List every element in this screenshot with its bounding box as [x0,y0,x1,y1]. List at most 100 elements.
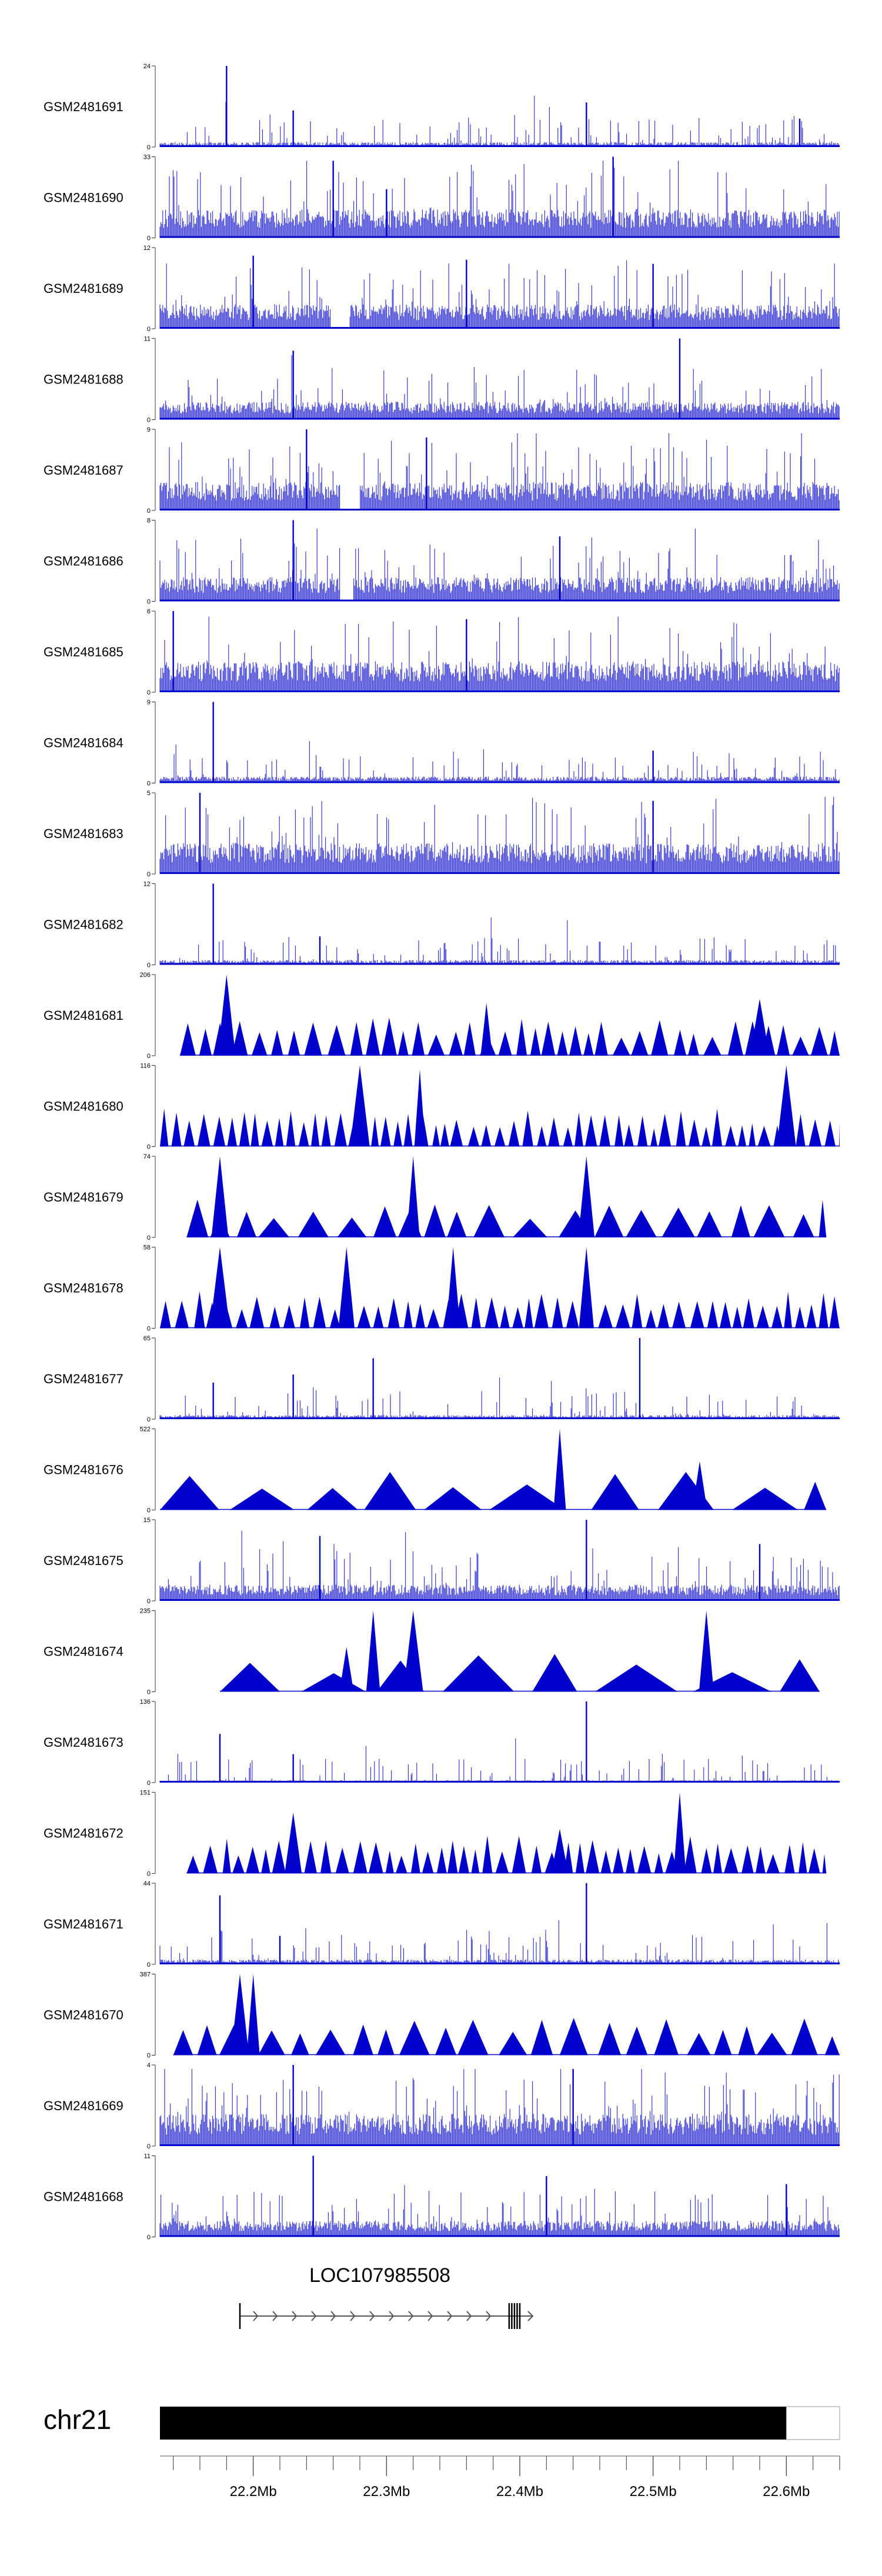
peak-24 [450,1120,463,1147]
peak-26 [534,1294,549,1329]
peak-13 [412,1022,425,1056]
strand-arrow [408,2311,414,2321]
signal-spike-0 [210,1247,230,1329]
peak-0 [173,2030,193,2056]
peak-26 [612,1037,630,1056]
y-max-label: 116 [140,1063,151,1070]
peak-0 [180,1023,196,1056]
peak-8 [283,1304,295,1329]
peak-16 [697,1211,722,1237]
peak-6 [239,1112,250,1147]
peak-35 [683,1836,697,1874]
peak-13 [357,1306,371,1329]
peak-47 [829,1296,840,1329]
y-min-label: 0 [147,689,151,696]
peak-10 [457,2020,489,2056]
peak-3 [442,1655,514,1692]
peak-38 [829,1030,840,1056]
track-label: GSM2481671 [44,1917,123,1931]
chromosome-ideogram-tail [786,2406,840,2440]
peak-25 [467,1126,480,1147]
peak-2 [307,1488,358,1510]
peak-3 [364,1471,416,1510]
y-max-label: 15 [143,1517,151,1524]
track-GSM2481685: GSM2481685 6 0 [44,608,840,696]
peak-10 [286,1111,296,1147]
peak-4 [532,1654,577,1692]
peak-11 [513,1219,547,1237]
y-min-label: 0 [147,2143,151,2150]
peak-6 [591,1474,639,1510]
signal-spike-1 [338,1247,355,1329]
coverage-bars [159,917,840,965]
peak-1 [175,1300,189,1329]
peak-20 [471,1849,480,1874]
peak-0 [160,1300,171,1329]
coverage-bars [159,2185,840,2237]
peak-31 [703,1037,721,1056]
peak-10 [313,1296,326,1329]
peak-41 [676,1111,686,1147]
peak-7 [304,1022,322,1056]
y-max-label: 5 [147,790,151,797]
strand-arrow [447,2311,453,2321]
peak-9 [804,1481,827,1510]
y-min-label: 0 [147,962,151,969]
track-GSM2481669: GSM2481669 4 0 [44,2062,840,2150]
signal-spike-0 [366,1610,380,1692]
y-min-label: 0 [147,144,151,151]
peak-5 [271,1030,283,1056]
y-max-label: 11 [144,336,151,343]
signal-spike-1 [777,1065,796,1147]
coverage-bars [159,796,840,874]
signal-spike-2 [551,1828,569,1874]
track-GSM2481670: GSM2481670 387 0 [44,1971,840,2060]
peak-9 [435,2027,457,2056]
peak-2 [194,1291,205,1329]
peak-28 [566,1300,579,1329]
peak-20 [403,1114,413,1147]
peak-0 [186,1856,200,1874]
y-max-label: 74 [143,1153,151,1160]
peak-37 [624,1125,634,1147]
peak-27 [575,1843,584,1874]
peak-40 [743,1298,754,1329]
track-label: GSM2481675 [44,1553,123,1568]
peak-18 [753,1205,785,1237]
peak-13 [559,2018,588,2056]
peak-9 [320,1840,332,1874]
peak-16 [422,1851,434,1874]
peak-37 [707,1301,719,1329]
chromosome-axis: chr21 22.2Mb 22.3Mb 22.4Mb 22.5Mb 22.6Mb [44,2404,840,2500]
peak-32 [637,1846,652,1874]
track-GSM2481672: GSM2481672 151 0 [44,1790,827,1878]
strand-arrow [427,2311,433,2321]
peak-30 [537,1126,547,1147]
peak-22 [485,1297,499,1329]
peak-21 [482,1836,493,1874]
peak-34 [585,1115,597,1147]
peak-7 [269,1306,280,1329]
track-GSM2481677: GSM2481677 65 0 [44,1335,840,1423]
y-max-label: 6 [147,608,151,615]
peak-3 [258,2030,285,2056]
peak-7 [250,1113,259,1147]
signal-spike-3 [579,1247,594,1329]
peak-53 [824,1120,836,1147]
peak-33 [574,1112,583,1147]
peak-6 [373,1206,397,1237]
peak-36 [690,1301,704,1329]
peak-3 [197,1114,211,1147]
signal-spike-0 [211,1156,229,1237]
coverage-bars [159,1920,840,1964]
y-max-label: 9 [147,426,151,433]
track-label: GSM2481683 [44,826,123,841]
peak-29 [673,1029,687,1056]
track-label: GSM2481668 [44,2190,123,2204]
peak-36 [701,1848,712,1874]
peak-18 [447,1840,458,1874]
axis-tick-label-3: 22.5Mb [630,2484,677,2500]
peak-14 [598,2023,622,2056]
peak-1 [197,2025,217,2056]
